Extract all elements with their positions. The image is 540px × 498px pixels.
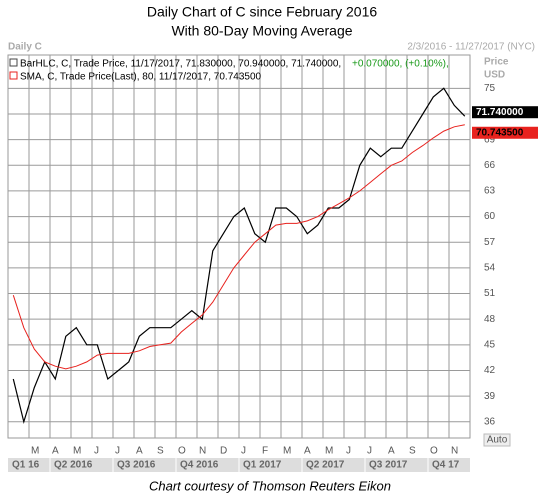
x-tick-label: A [388,446,395,457]
axis-label: Price [484,57,509,68]
quarter-label: Q1 2017 [243,460,282,471]
x-tick-label: O [178,446,186,457]
x-tick-label: J [94,446,99,457]
y-tick-label: 60 [484,211,496,222]
x-tick-label: S [157,446,164,457]
y-tick-label: 42 [484,365,496,376]
quarter-label: Q3 2016 [117,460,156,471]
x-tick-label: M [325,446,333,457]
legend-swatch [9,58,18,67]
sma-line [12,124,465,370]
legend-change: +0.070000, (+0.10%), [352,59,449,70]
legend-sma: SMA, C, Trade Price(Last), 80, 11/17/201… [20,72,262,83]
quarter-label: Q4 2016 [180,460,219,471]
quarter-label: Q4 17 [432,460,460,471]
x-tick-label: M [283,446,291,457]
panel-title: Daily C [8,42,42,53]
quarter-label: Q2 2016 [54,460,93,471]
x-tick-label: M [73,446,81,457]
x-tick-label: J [115,446,120,457]
x-tick-label: F [262,446,268,457]
y-tick-label: 54 [484,263,496,274]
legend-price: BarHLC, C, Trade Price, 11/17/2017, 71.8… [20,59,341,70]
chart-title: Daily Chart of C since February 2016 [147,4,378,20]
y-tick-label: 45 [484,339,496,350]
legend-swatch [9,71,18,80]
y-tick-label: 51 [484,288,496,299]
x-tick-label: N [451,446,458,457]
y-tick-label: 63 [484,186,496,197]
x-tick-label: J [241,446,246,457]
x-tick-label: O [430,446,438,457]
x-tick-label: A [136,446,143,457]
footer: Chart courtesy of Thomson Reuters Eikon [149,478,391,493]
y-tick-label: 75 [484,83,496,94]
y-tick-label: 66 [484,160,496,171]
last-value-label: 70.743500 [476,127,524,138]
y-tick-label: 57 [484,237,496,248]
quarter-label: Q3 2017 [369,460,408,471]
date-range: 2/3/2016 - 11/27/2017 (NYC) [407,42,535,53]
x-tick-label: A [304,446,311,457]
x-tick-label: M [31,446,39,457]
quarter-label: Q2 2017 [306,460,345,471]
last-value-box [472,106,538,119]
last-value-label: 71.740000 [476,107,524,118]
quarter-label: Q1 16 [12,460,40,471]
chart-subtitle: With 80-Day Moving Average [171,23,352,39]
price-line [12,87,466,425]
auto-label[interactable]: Auto [487,435,508,446]
y-tick-label: 39 [484,391,496,402]
y-tick-label: 69 [484,134,496,145]
y-tick-label: 36 [484,416,496,427]
axis-unit: USD [484,70,505,81]
x-tick-label: J [367,446,372,457]
x-tick-label: D [220,446,227,457]
x-tick-label: J [346,446,351,457]
last-value-box [472,126,538,139]
x-tick-label: S [409,446,416,457]
x-tick-label: N [199,446,206,457]
auto-button[interactable] [483,433,511,447]
y-tick-label: 48 [484,314,496,325]
x-tick-label: A [52,446,59,457]
